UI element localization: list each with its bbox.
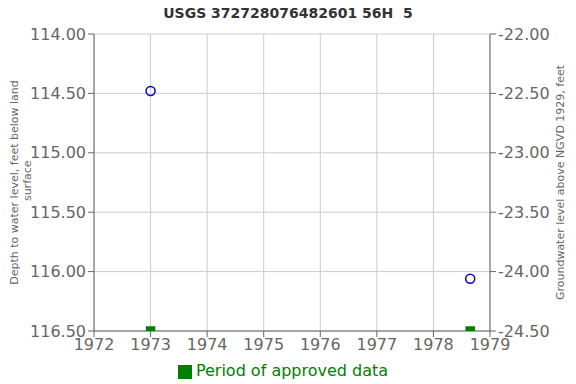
svg-text:116.00: 116.00 — [30, 262, 86, 281]
svg-text:114.00: 114.00 — [30, 26, 86, 44]
svg-text:116.50: 116.50 — [30, 322, 86, 341]
svg-text:1972: 1972 — [73, 335, 115, 355]
svg-text:-22.50: -22.50 — [498, 84, 550, 103]
svg-text:1976: 1976 — [300, 335, 341, 354]
svg-text:1974: 1974 — [187, 335, 228, 354]
svg-text:115.50: 115.50 — [30, 203, 86, 222]
svg-text:114.50: 114.50 — [30, 84, 86, 103]
svg-text:1978: 1978 — [413, 335, 454, 354]
svg-text:-23.00: -23.00 — [498, 143, 550, 162]
svg-text:1977: 1977 — [356, 335, 397, 354]
svg-text:1975: 1975 — [243, 335, 284, 354]
svg-text:-22.00: -22.00 — [498, 26, 550, 44]
svg-text:-24.00: -24.00 — [498, 262, 550, 281]
svg-text:Depth to water level, feet bel: Depth to water level, feet below land su… — [8, 80, 33, 285]
html-text:USGS 372728076482601 56H 5: USGS 372728076482601 56H 5 — [163, 5, 413, 21]
svg-text:1979: 1979 — [469, 335, 511, 355]
svg-text:-24.50: -24.50 — [498, 322, 550, 341]
svg-text:115.00: 115.00 — [30, 143, 86, 162]
html-text:Period of approved data: Period of approved data — [195, 361, 389, 380]
svg-text:1973: 1973 — [130, 335, 171, 354]
svg-text:Groundwater level above NGVD 1: Groundwater level above NGVD 1929, feet — [554, 64, 567, 300]
svg-text:-23.50: -23.50 — [498, 203, 550, 222]
